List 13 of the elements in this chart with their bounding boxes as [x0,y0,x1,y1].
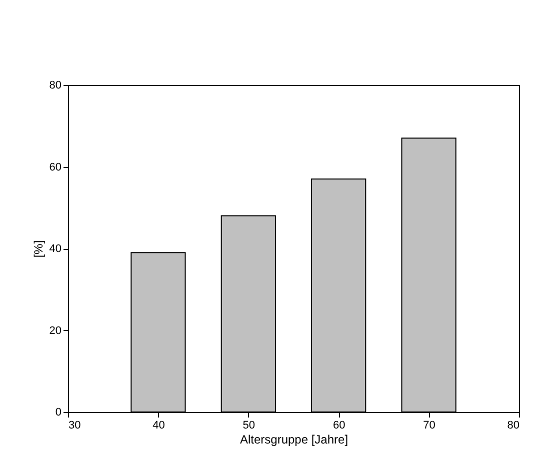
y-tick-label: 20 [49,324,62,337]
x-tick-label: 30 [68,420,81,432]
x-tick-label: 50 [242,420,256,432]
x-axis-title: Altersgruppe [Jahre] [240,432,348,446]
y-tick-label: 40 [49,243,62,255]
y-tick-label: 0 [55,406,62,418]
x-tick-label: 80 [507,420,520,432]
y-tick-label: 60 [49,161,62,174]
x-tick-label: 40 [152,420,165,432]
y-axis-title: [%] [31,240,46,258]
x-tick-label: 60 [332,420,346,432]
y-tick-label: 80 [49,80,62,92]
x-tick-label: 70 [423,420,436,432]
